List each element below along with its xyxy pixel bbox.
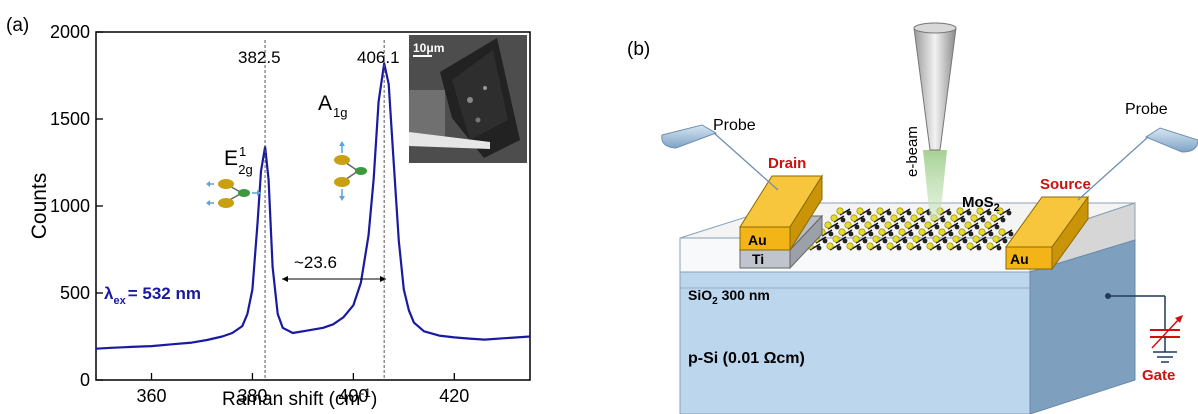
gate-circuit: [1105, 293, 1183, 363]
y-tick-label: 1500: [50, 109, 90, 129]
psi-label: p-Si (0.01 Ωcm): [688, 350, 805, 367]
inset-scale-label: 10μm: [413, 41, 444, 55]
y-tick-label: 0: [80, 370, 90, 390]
panel-a-label: (a): [6, 15, 29, 36]
x-tick-label: 380: [237, 386, 267, 406]
mos2-label: MoS2: [962, 194, 1000, 214]
mode1-label: E1 2g: [224, 144, 253, 177]
ebeam-column: [913, 22, 957, 220]
panel-b-label: (b): [627, 39, 650, 60]
raman-chart: 360 380 400 420 0 500 1000 1500 2000 382.5 406.1…: [28, 22, 531, 410]
source-label: Source: [1040, 176, 1091, 193]
separation-label: ~23.6: [294, 253, 337, 272]
y-axis-title: Counts: [28, 173, 51, 240]
left-probe: [661, 124, 779, 191]
gate-label: Gate: [1142, 367, 1175, 384]
x-tick-label: 360: [136, 386, 166, 406]
spectrum-series-line: [95, 62, 531, 350]
arrowhead-left: [282, 276, 288, 282]
inset-micrograph: 10μm: [409, 35, 527, 163]
mode2-label: A1g: [318, 92, 347, 120]
peak1-position-label: 382.5: [238, 48, 281, 67]
right-probe-label: Probe: [1125, 101, 1168, 118]
x-tick-label: 420: [439, 386, 469, 406]
right-probe: [1077, 127, 1198, 201]
arrowhead-right: [380, 276, 386, 282]
sio2-label: SiO2 300 nm: [688, 287, 770, 307]
source-electrode: [1005, 195, 1089, 271]
x-tick-label: 400: [338, 386, 368, 406]
drain-label: Drain: [768, 155, 806, 172]
x-axis-title: Raman shift (cm-1): [222, 386, 377, 410]
y-tick-label: 500: [60, 283, 90, 303]
excitation-label: λex = 532 nm: [104, 284, 201, 307]
left-probe-label: Probe: [713, 117, 756, 134]
y-tick-label: 1000: [50, 196, 90, 216]
drain-electrode: [738, 174, 824, 270]
y-tick-label: 2000: [50, 22, 90, 42]
au-right-label: Au: [1010, 251, 1029, 267]
ebeam-label: e-beam: [904, 126, 921, 177]
ti-left-label: Ti: [752, 251, 764, 267]
peak2-position-label: 406.1: [357, 48, 400, 67]
e2g-vibration-icon: [206, 179, 261, 208]
a1g-vibration-icon: [334, 141, 367, 201]
au-left-label: Au: [748, 232, 767, 248]
